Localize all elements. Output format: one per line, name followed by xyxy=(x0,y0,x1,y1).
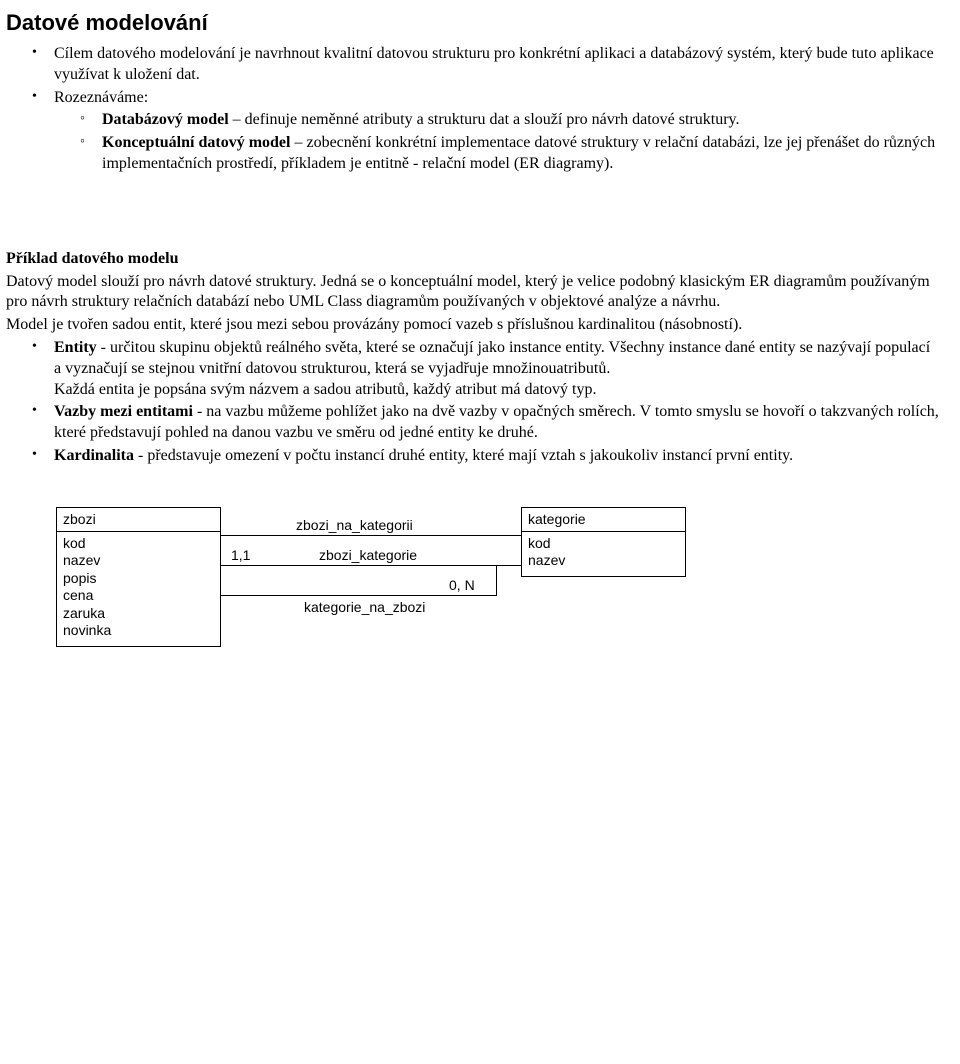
kardinalita-rest: - představuje omezení v počtu instancí d… xyxy=(134,447,793,464)
attr: nazev xyxy=(63,552,214,570)
intro-text: Cílem datového modelování je navrhnout k… xyxy=(54,45,934,83)
attr: kod xyxy=(63,535,214,553)
kardinalita-item: Kardinalita - představuje omezení v počt… xyxy=(54,446,940,467)
vazby-bold: Vazby mezi entitami xyxy=(54,403,193,420)
entity-zbozi-name: zbozi xyxy=(57,508,220,532)
entity-kategorie-name: kategorie xyxy=(522,508,685,532)
priklad-p2: Model je tvořen sadou entit, které jsou … xyxy=(6,315,940,336)
entity-rest: - určitou skupinu objektů reálného světa… xyxy=(54,339,930,377)
page-title: Datové modelování xyxy=(6,10,940,36)
priklad-section: Příklad datového modelu Datový model slo… xyxy=(6,249,940,467)
rozeznavame-label: Rozeznáváme: xyxy=(54,89,148,106)
assoc-mid: zbozi_kategorie xyxy=(319,547,417,563)
assoc-role-right: kategorie_na_zbozi xyxy=(304,599,425,615)
assoc-card-left: 1,1 xyxy=(231,547,250,563)
entity-kategorie-attrs: kod nazev xyxy=(522,532,685,576)
entity-zbozi: zbozi kod nazev popis cena zaruka novink… xyxy=(56,507,221,647)
intro-list: Cílem datového modelování je navrhnout k… xyxy=(6,44,940,175)
er-diagram: zbozi kod nazev popis cena zaruka novink… xyxy=(56,507,756,677)
entity-kategorie: kategorie kod nazev xyxy=(521,507,686,577)
assoc-line-vert xyxy=(496,565,497,596)
assoc-line-top xyxy=(221,535,521,536)
attr: nazev xyxy=(528,552,679,570)
entity-zbozi-attrs: kod nazev popis cena zaruka novinka xyxy=(57,532,220,646)
sub-db-model: Databázový model – definuje neměnné atri… xyxy=(102,110,940,131)
attr: novinka xyxy=(63,622,214,640)
assoc-card-right: 0, N xyxy=(449,577,475,593)
assoc-line-bot xyxy=(221,595,496,596)
priklad-heading: Příklad datového modelu xyxy=(6,249,940,270)
attr: popis xyxy=(63,570,214,588)
attr: kod xyxy=(528,535,679,553)
sub-db-model-rest: – definuje neměnné atributy a strukturu … xyxy=(229,111,740,128)
priklad-list: Entity - určitou skupinu objektů reálnéh… xyxy=(6,338,940,467)
entity-bold: Entity xyxy=(54,339,97,356)
sub-concept-model: Konceptuální datový model – zobecnění ko… xyxy=(102,133,940,175)
rozeznavame-sublist: Databázový model – definuje neměnné atri… xyxy=(54,110,940,174)
sub-db-model-bold: Databázový model xyxy=(102,111,229,128)
entity-line2: Každá entita je popsána svým názvem a sa… xyxy=(54,381,597,398)
priklad-heading-text: Příklad datového modelu xyxy=(6,250,178,267)
attr: zaruka xyxy=(63,605,214,623)
vazby-item: Vazby mezi entitami - na vazbu můžeme po… xyxy=(54,402,940,444)
entity-item: Entity - určitou skupinu objektů reálnéh… xyxy=(54,338,940,400)
assoc-line-mid xyxy=(221,565,521,566)
kardinalita-bold: Kardinalita xyxy=(54,447,134,464)
rozeznavame-item: Rozeznáváme: Databázový model – definuje… xyxy=(54,88,940,175)
attr: cena xyxy=(63,587,214,605)
assoc-role-left: zbozi_na_kategorii xyxy=(296,517,413,533)
intro-item: Cílem datového modelování je navrhnout k… xyxy=(54,44,940,86)
sub-concept-model-bold: Konceptuální datový model xyxy=(102,134,290,151)
priklad-p1: Datový model slouží pro návrh datové str… xyxy=(6,272,940,314)
